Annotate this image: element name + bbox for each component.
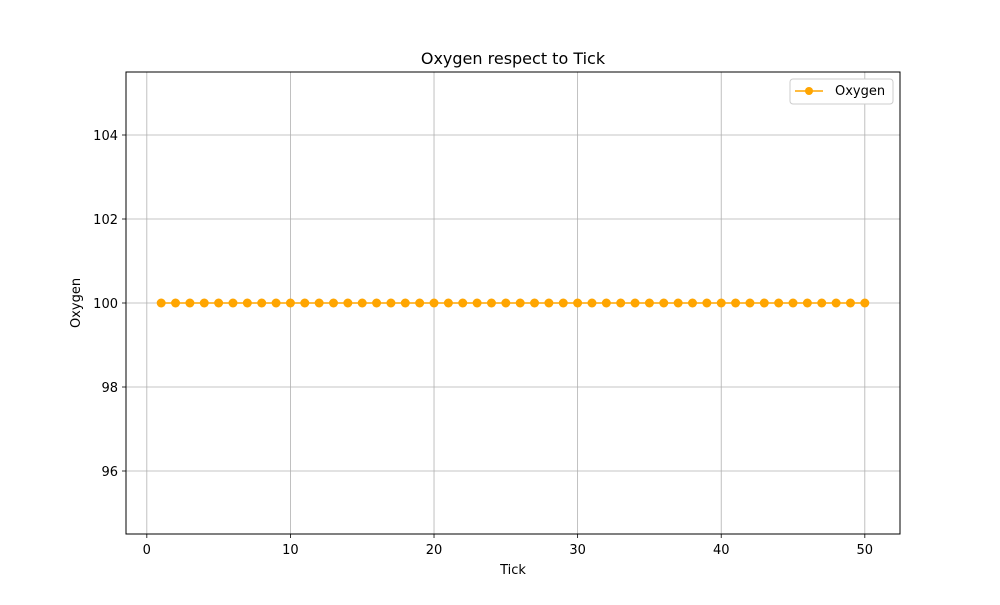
data-point [329,298,339,308]
data-point [659,298,669,308]
data-point [242,298,252,308]
data-point [214,298,224,308]
y-tick-label: 96 [101,465,118,480]
data-point [314,298,324,308]
data-point [802,298,812,308]
data-point [817,298,827,308]
data-point [458,298,468,308]
x-tick-label: 40 [713,543,730,558]
legend-box [789,78,894,105]
legend-label-oxygen: Oxygen [835,84,885,99]
data-point [544,298,554,308]
x-tick-label: 50 [857,543,874,558]
data-point [300,298,310,308]
x-tick-label: 10 [282,543,299,558]
data-point [745,298,755,308]
y-tick-label: 102 [93,213,118,228]
data-point [156,298,166,308]
data-point [343,298,353,308]
data-point [472,298,482,308]
data-point [673,298,683,308]
y-tick-label: 98 [101,381,118,396]
data-point [400,298,410,308]
x-axis-label: Tick [499,563,526,578]
y-axis-label: Oxygen [69,278,84,328]
data-point [860,298,870,308]
y-tick-label: 100 [93,297,118,312]
data-point [831,298,841,308]
data-point [587,298,597,308]
chart-title: Oxygen respect to Tick [421,49,606,68]
data-point [443,298,453,308]
data-point [415,298,425,308]
y-tick-label: 104 [93,129,118,144]
data-point [357,298,367,308]
data-point [616,298,626,308]
data-point [429,298,439,308]
data-point [558,298,568,308]
x-tick-label: 0 [143,543,151,558]
data-point [630,298,640,308]
data-point [716,298,726,308]
series-layer [156,298,870,308]
data-point [845,298,855,308]
data-point [687,298,697,308]
data-point [788,298,798,308]
data-point [171,298,181,308]
data-point [228,298,238,308]
data-point [774,298,784,308]
data-point [285,298,295,308]
data-point [759,298,769,308]
data-point [257,298,267,308]
legend: Oxygen [789,78,894,105]
data-point [573,298,583,308]
legend-marker-swatch [805,87,813,95]
data-point [515,298,525,308]
data-point [199,298,209,308]
data-point [702,298,712,308]
axis-ticks: 0 10 20 30 40 50 96 98 100 102 104 [93,129,873,558]
data-point [501,298,511,308]
data-point [185,298,195,308]
data-point [372,298,382,308]
data-point [530,298,540,308]
data-point [486,298,496,308]
x-tick-label: 30 [569,543,586,558]
data-point [601,298,611,308]
data-point [644,298,654,308]
x-tick-label: 20 [426,543,443,558]
data-point [731,298,741,308]
data-point [386,298,396,308]
data-point [271,298,281,308]
